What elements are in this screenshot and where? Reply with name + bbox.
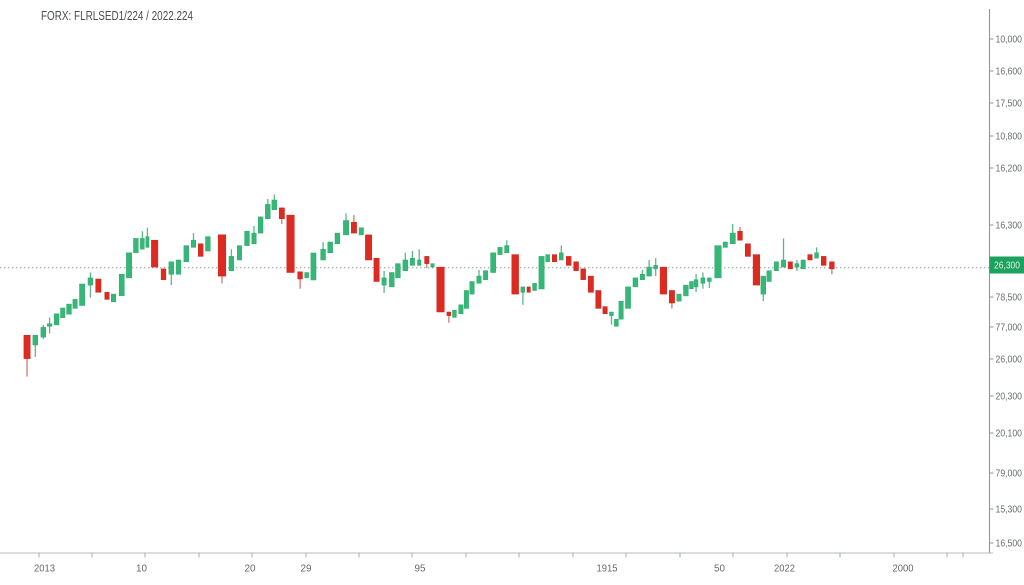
svg-text:50: 50 bbox=[714, 564, 725, 575]
svg-text:20: 20 bbox=[245, 564, 256, 575]
svg-text:95: 95 bbox=[415, 564, 426, 575]
svg-text:26,300: 26,300 bbox=[994, 261, 1020, 272]
svg-text:2013: 2013 bbox=[34, 564, 55, 575]
svg-text:29: 29 bbox=[301, 564, 312, 575]
svg-text:79,000: 79,000 bbox=[996, 469, 1023, 480]
svg-text:10,800: 10,800 bbox=[996, 132, 1023, 143]
svg-text:FORX: FLRLSED1/224 / 2022.224: FORX: FLRLSED1/224 / 2022.224 bbox=[41, 8, 193, 23]
svg-text:16,200: 16,200 bbox=[996, 164, 1023, 175]
svg-text:2000: 2000 bbox=[893, 564, 914, 575]
svg-text:16,300: 16,300 bbox=[996, 221, 1023, 232]
svg-text:20,300: 20,300 bbox=[996, 392, 1023, 403]
svg-text:16,600: 16,600 bbox=[996, 67, 1023, 78]
svg-text:16,500: 16,500 bbox=[996, 539, 1023, 550]
svg-text:2022: 2022 bbox=[774, 564, 795, 575]
svg-text:20,100: 20,100 bbox=[996, 429, 1023, 440]
svg-text:77,000: 77,000 bbox=[996, 323, 1023, 334]
svg-text:17,500: 17,500 bbox=[996, 99, 1023, 110]
svg-text:26,000: 26,000 bbox=[996, 355, 1023, 366]
svg-text:15,300: 15,300 bbox=[996, 505, 1023, 516]
svg-text:10,000: 10,000 bbox=[996, 35, 1023, 46]
svg-text:10: 10 bbox=[136, 564, 147, 575]
svg-text:1915: 1915 bbox=[597, 564, 618, 575]
svg-text:78,500: 78,500 bbox=[996, 293, 1023, 304]
